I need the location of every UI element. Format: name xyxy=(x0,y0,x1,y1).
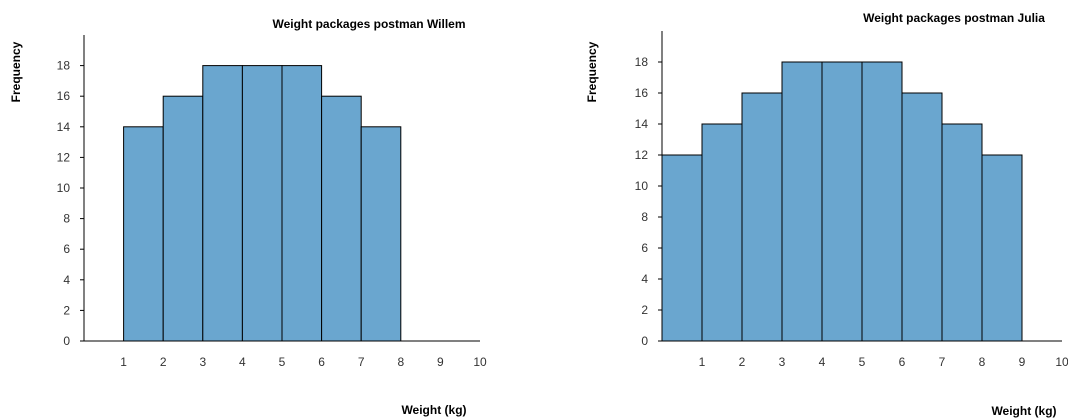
y-tick-label-willem: 18 xyxy=(57,59,71,73)
y-tick-label-willem: 0 xyxy=(63,334,70,348)
y-tick-label-willem: 16 xyxy=(57,89,71,103)
bar-julia-5-6 xyxy=(861,61,903,342)
x-axis-label-willem: Weight (kg) xyxy=(401,403,466,417)
x-tick-label-julia: 9 xyxy=(1019,355,1026,369)
y-tick-label-willem: 4 xyxy=(63,273,70,287)
y-tick-label-julia: 18 xyxy=(635,55,649,69)
x-tick-label-julia: 1 xyxy=(699,355,706,369)
x-tick-label-willem: 7 xyxy=(358,355,365,369)
x-tick-label-willem: 1 xyxy=(120,355,127,369)
x-tick-label-willem: 10 xyxy=(473,355,487,369)
y-tick-label-julia: 14 xyxy=(635,117,649,131)
x-tick-label-julia: 5 xyxy=(859,355,866,369)
x-axis-label-julia: Weight (kg) xyxy=(991,404,1056,418)
bar-willem-6-7 xyxy=(321,95,362,342)
y-tick-label-julia: 0 xyxy=(641,334,648,348)
y-axis-label-willem: Frequency xyxy=(9,41,23,102)
bars-julia xyxy=(661,61,1023,342)
y-tick-label-julia: 2 xyxy=(641,303,648,317)
x-tick-label-julia: 7 xyxy=(939,355,946,369)
x-tick-label-julia: 8 xyxy=(979,355,986,369)
bar-julia-4-5 xyxy=(821,61,863,342)
x-tick-label-willem: 9 xyxy=(437,355,444,369)
y-tick-label-willem: 14 xyxy=(57,120,71,134)
y-tick-label-willem: 6 xyxy=(63,242,70,256)
y-tick-label-willem: 2 xyxy=(63,303,70,317)
y-tick-label-willem: 10 xyxy=(57,181,71,195)
bar-julia-3-4 xyxy=(781,61,823,342)
chart-title-julia: Weight packages postman Julia xyxy=(863,11,1045,25)
y-axis-label-julia: Frequency xyxy=(585,41,599,102)
bar-julia-0-1 xyxy=(661,154,703,342)
x-tick-label-willem: 3 xyxy=(199,355,206,369)
chart-title-willem: Weight packages postman Willem xyxy=(272,17,465,31)
histogram-willem: Weight packages postman Willem Frequency… xyxy=(9,17,487,417)
x-tick-label-willem: 8 xyxy=(397,355,404,369)
bar-julia-2-3 xyxy=(741,92,783,342)
bar-julia-6-7 xyxy=(901,92,943,342)
y-tick-label-julia: 6 xyxy=(641,241,648,255)
y-tick-label-willem: 8 xyxy=(63,212,70,226)
y-tick-label-julia: 8 xyxy=(641,210,648,224)
bar-willem-3-4 xyxy=(202,65,243,342)
bar-willem-2-3 xyxy=(162,95,204,342)
x-tick-label-willem: 4 xyxy=(239,355,246,369)
bar-julia-8-9 xyxy=(981,154,1023,342)
histogram-julia: Weight packages postman Julia Frequency … xyxy=(585,11,1068,418)
bar-julia-7-8 xyxy=(941,123,983,342)
y-tick-label-julia: 4 xyxy=(641,272,648,286)
bar-willem-4-5 xyxy=(241,65,283,342)
bar-willem-5-6 xyxy=(281,65,323,342)
bar-willem-1-2 xyxy=(123,126,164,342)
y-tick-label-julia: 16 xyxy=(635,86,649,100)
bar-julia-1-2 xyxy=(701,123,743,342)
y-tick-label-julia: 12 xyxy=(635,148,649,162)
x-tick-label-julia: 10 xyxy=(1055,355,1068,369)
x-tick-label-julia: 6 xyxy=(899,355,906,369)
x-tick-label-julia: 2 xyxy=(739,355,746,369)
y-tick-label-julia: 10 xyxy=(635,179,649,193)
bars-willem xyxy=(123,65,402,342)
x-tick-label-julia: 4 xyxy=(819,355,826,369)
x-tick-label-willem: 2 xyxy=(160,355,167,369)
x-tick-label-julia: 3 xyxy=(779,355,786,369)
x-tick-label-willem: 6 xyxy=(318,355,325,369)
y-tick-label-willem: 12 xyxy=(57,150,71,164)
bar-willem-7-8 xyxy=(360,126,402,342)
x-tick-label-willem: 5 xyxy=(279,355,286,369)
